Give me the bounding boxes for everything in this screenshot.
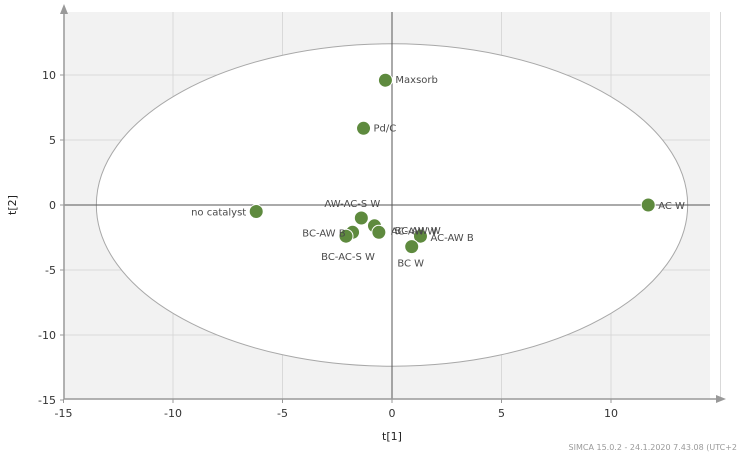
- point-no-catalyst: [248, 204, 264, 219]
- y-axis-title: t[2]: [6, 195, 19, 215]
- x-tick-label: 10: [604, 407, 618, 420]
- point-bc-aw-b-label: BC-AW B: [302, 228, 345, 239]
- x-axis-title: t[1]: [382, 430, 402, 443]
- x-axis-arrow: [716, 395, 726, 403]
- point-aw-ac-s-w-label: AW-AC-S W: [324, 199, 380, 210]
- point-ac-aw-b: [412, 228, 428, 244]
- point-maxsorb-label: Maxsorb: [395, 75, 437, 86]
- y-tick-label: 5: [49, 134, 56, 147]
- point-ac-w-label: AC W: [658, 201, 685, 212]
- y-tick-label: -10: [38, 329, 56, 342]
- point-bc-w: [404, 239, 420, 255]
- y-axis-arrow: [60, 4, 68, 14]
- x-tick-label: 5: [498, 407, 505, 420]
- software-footer: SIMCA 15.0.2 - 24.1.2020 7.43.08 (UTC+2: [568, 443, 737, 452]
- point-ac-aw-b-label: AC-AW B: [430, 233, 473, 244]
- point-maxsorb: [377, 72, 393, 88]
- point-bc-aw-w-label: BC-AW W: [394, 226, 440, 237]
- y-tick-label: 0: [49, 199, 56, 212]
- point-ac-aw-w: [371, 224, 387, 240]
- point-ac-w: [640, 197, 656, 213]
- zero-lines: [64, 12, 710, 399]
- y-tick-label: 10: [42, 69, 56, 82]
- data-points: [248, 72, 656, 255]
- point-labels: Maxsorb Pd/C no catalyst AC W AW-AC-S W BC-AW…: [191, 75, 685, 269]
- y-tick-labels: -15 -10 -5 0 5 10: [38, 69, 64, 407]
- point-bc-w-label: BC W: [397, 259, 424, 270]
- point-bc-ac-s-w-label: BC-AC-S W: [321, 252, 375, 263]
- y-tick-label: -15: [38, 394, 56, 407]
- x-tick-label: -10: [164, 407, 182, 420]
- x-tick-labels: -15 -10 -5 0 5 10: [55, 399, 618, 420]
- y-tick-label: -5: [45, 264, 56, 277]
- point-ac-aw-w-label: AC-AW W: [391, 226, 437, 237]
- point-no-catalyst-label: no catalyst: [191, 208, 246, 219]
- point-pd-c: [356, 120, 372, 136]
- point-pd-c-label: Pd/C: [374, 123, 397, 134]
- x-tick-label: -5: [277, 407, 288, 420]
- x-tick-label: -15: [55, 407, 73, 420]
- x-tick-label: 0: [389, 407, 396, 420]
- point-aw-ac-s-w: [353, 210, 369, 226]
- point-bc-ac-s-w: [338, 228, 354, 244]
